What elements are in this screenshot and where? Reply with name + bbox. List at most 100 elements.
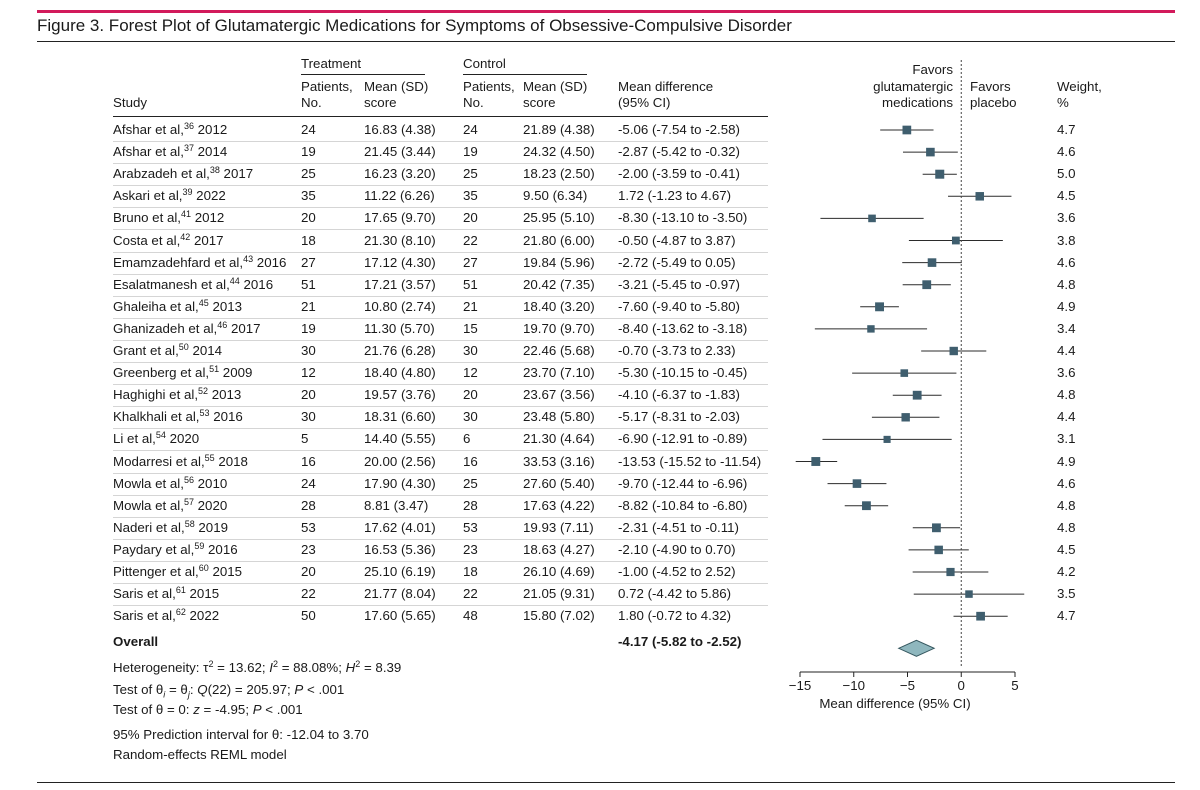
- row-divider: [113, 317, 768, 319]
- effect-marker: [946, 567, 955, 577]
- x-tick-label: −10: [842, 678, 866, 693]
- study-author: Greenberg et al,: [113, 365, 210, 381]
- cell-c-mean: 19.84 (5.96): [523, 254, 595, 270]
- cell-c-n: 30: [463, 343, 478, 358]
- cell-c-mean: 23.70 (7.10): [523, 365, 595, 381]
- study-label: Saris et al,61 2015: [113, 586, 219, 602]
- study-year: 2013: [208, 387, 242, 403]
- cell-c-mean: 33.53 (3.16): [523, 453, 595, 469]
- cell-c-n: 20: [463, 210, 478, 226]
- cell-c-n: 18: [463, 564, 478, 579]
- study-author: Modarresi et al,: [113, 453, 205, 469]
- control-group-rule: [463, 74, 587, 75]
- study-ref: 36: [183, 121, 194, 131]
- cell-c-mean: 18.23 (2.50): [523, 166, 595, 182]
- cell-t-mean: 8.81 (3.47): [364, 497, 429, 513]
- row-divider: [113, 384, 768, 386]
- row-divider: [113, 406, 768, 408]
- cell-weight: 4.6: [1057, 254, 1076, 270]
- favors-right-line2: placebo: [970, 95, 1017, 110]
- study-ref: 43: [243, 253, 254, 264]
- cell-c-mean: 25.95 (5.10): [523, 210, 595, 226]
- row-divider: [113, 516, 768, 518]
- cell-t-n: 21: [301, 298, 316, 314]
- cell-t-mean: 21.77 (8.04): [364, 586, 436, 602]
- effect-marker: [912, 390, 922, 400]
- prediction-interval: 95% Prediction interval for θ: -12.04 to…: [113, 727, 369, 742]
- row-divider: [113, 583, 768, 584]
- row-divider: [113, 538, 768, 540]
- study-year: 2016: [204, 541, 238, 557]
- study-author: Saris et al,: [113, 586, 176, 602]
- study-label: Arabzadeh et al,38 2017: [113, 166, 253, 182]
- study-year: 2017: [190, 232, 224, 248]
- cell-t-n: 27: [301, 254, 316, 270]
- cell-ci-text: 0.72 (-4.42 to 5.86): [618, 586, 732, 602]
- test-homogeneity: Test of θi = θj: Q(22) = 205.97; P < .00…: [113, 682, 345, 700]
- treatment-group-label: Treatment: [301, 56, 362, 71]
- study-year: 2017: [219, 166, 254, 182]
- study-header: Study: [113, 95, 148, 110]
- cell-c-mean: 9.50 (6.34): [523, 188, 588, 204]
- study-year: 2018: [214, 453, 248, 469]
- x-tick-label: −5: [899, 678, 916, 693]
- study-label: Askari et al,39 2022: [113, 188, 226, 204]
- title-rule: [37, 41, 1175, 42]
- cell-t-n: 5: [301, 431, 309, 447]
- effect-marker: [949, 346, 958, 356]
- figure-title: Figure 3. Forest Plot of Glutamatergic M…: [37, 16, 792, 35]
- effect-marker: [901, 413, 910, 422]
- cell-t-n: 16: [301, 453, 316, 469]
- study-label: Emamzadehfard et al,43 2016: [113, 253, 286, 271]
- study-label: Haghighi et al,52 2013: [113, 387, 241, 403]
- cell-t-n: 30: [301, 409, 316, 425]
- study-author: Ghanizadeh et al,: [113, 320, 218, 336]
- effect-marker: [951, 236, 960, 245]
- cell-t-mean: 18.31 (6.60): [364, 409, 436, 425]
- cell-c-n: 22: [463, 232, 478, 248]
- effect-marker: [811, 457, 821, 466]
- study-label: Ghaleiha et al,45 2013: [113, 298, 242, 315]
- effect-marker: [902, 125, 912, 135]
- cell-c-mean: 21.89 (4.38): [523, 122, 595, 137]
- cell-weight: 3.4: [1057, 320, 1076, 336]
- cell-c-mean: 27.60 (5.40): [523, 475, 595, 491]
- effect-marker: [965, 590, 973, 598]
- study-author: Askari et al,: [113, 188, 183, 204]
- effect-marker: [934, 545, 943, 555]
- cell-t-mean: 17.62 (4.01): [364, 519, 436, 535]
- cell-t-n: 18: [301, 232, 316, 248]
- row-divider: [113, 362, 768, 363]
- cell-ci-text: -3.21 (-5.45 to -0.97): [618, 276, 740, 292]
- study-author: Saris et al,: [113, 608, 176, 624]
- effect-marker: [926, 147, 935, 157]
- cell-c-n: 19: [463, 144, 478, 160]
- study-ref: 61: [175, 585, 186, 596]
- row-divider: [113, 339, 768, 341]
- cell-c-n: 24: [463, 122, 478, 137]
- effect-marker: [976, 611, 985, 621]
- weight-header: Weight,: [1057, 79, 1102, 94]
- mean-difference-header-line2: (95% CI): [618, 95, 671, 110]
- cell-c-n: 12: [463, 365, 478, 381]
- study-label: Afshar et al,36 2012: [113, 122, 227, 138]
- study-year: 2010: [193, 475, 228, 491]
- study-year: 2016: [239, 276, 274, 292]
- bottom-rule: [37, 782, 1175, 783]
- cell-c-n: 20: [463, 387, 478, 403]
- cell-ci-text: -7.60 (-9.40 to -5.80): [618, 298, 740, 314]
- x-tick-label: −15: [788, 678, 812, 693]
- favors-left-line2: glutamatergic: [873, 79, 953, 94]
- top-accent-bar: [37, 10, 1175, 13]
- study-year: 2016: [209, 409, 243, 425]
- cell-t-n: 19: [301, 144, 316, 160]
- cell-t-mean: 11.22 (6.26): [364, 188, 435, 204]
- study-ref: 50: [178, 342, 189, 352]
- cell-ci-text: -8.82 (-10.84 to -6.80): [618, 497, 748, 513]
- study-author: Costa et al,: [113, 232, 181, 248]
- cell-ci-text: -4.10 (-6.37 to -1.83): [618, 387, 740, 403]
- row-divider: [113, 273, 768, 275]
- study-label: Modarresi et al,55 2018: [113, 453, 248, 470]
- cell-weight: 3.1: [1057, 431, 1076, 447]
- treatment-mean-header-line2: score: [364, 95, 397, 110]
